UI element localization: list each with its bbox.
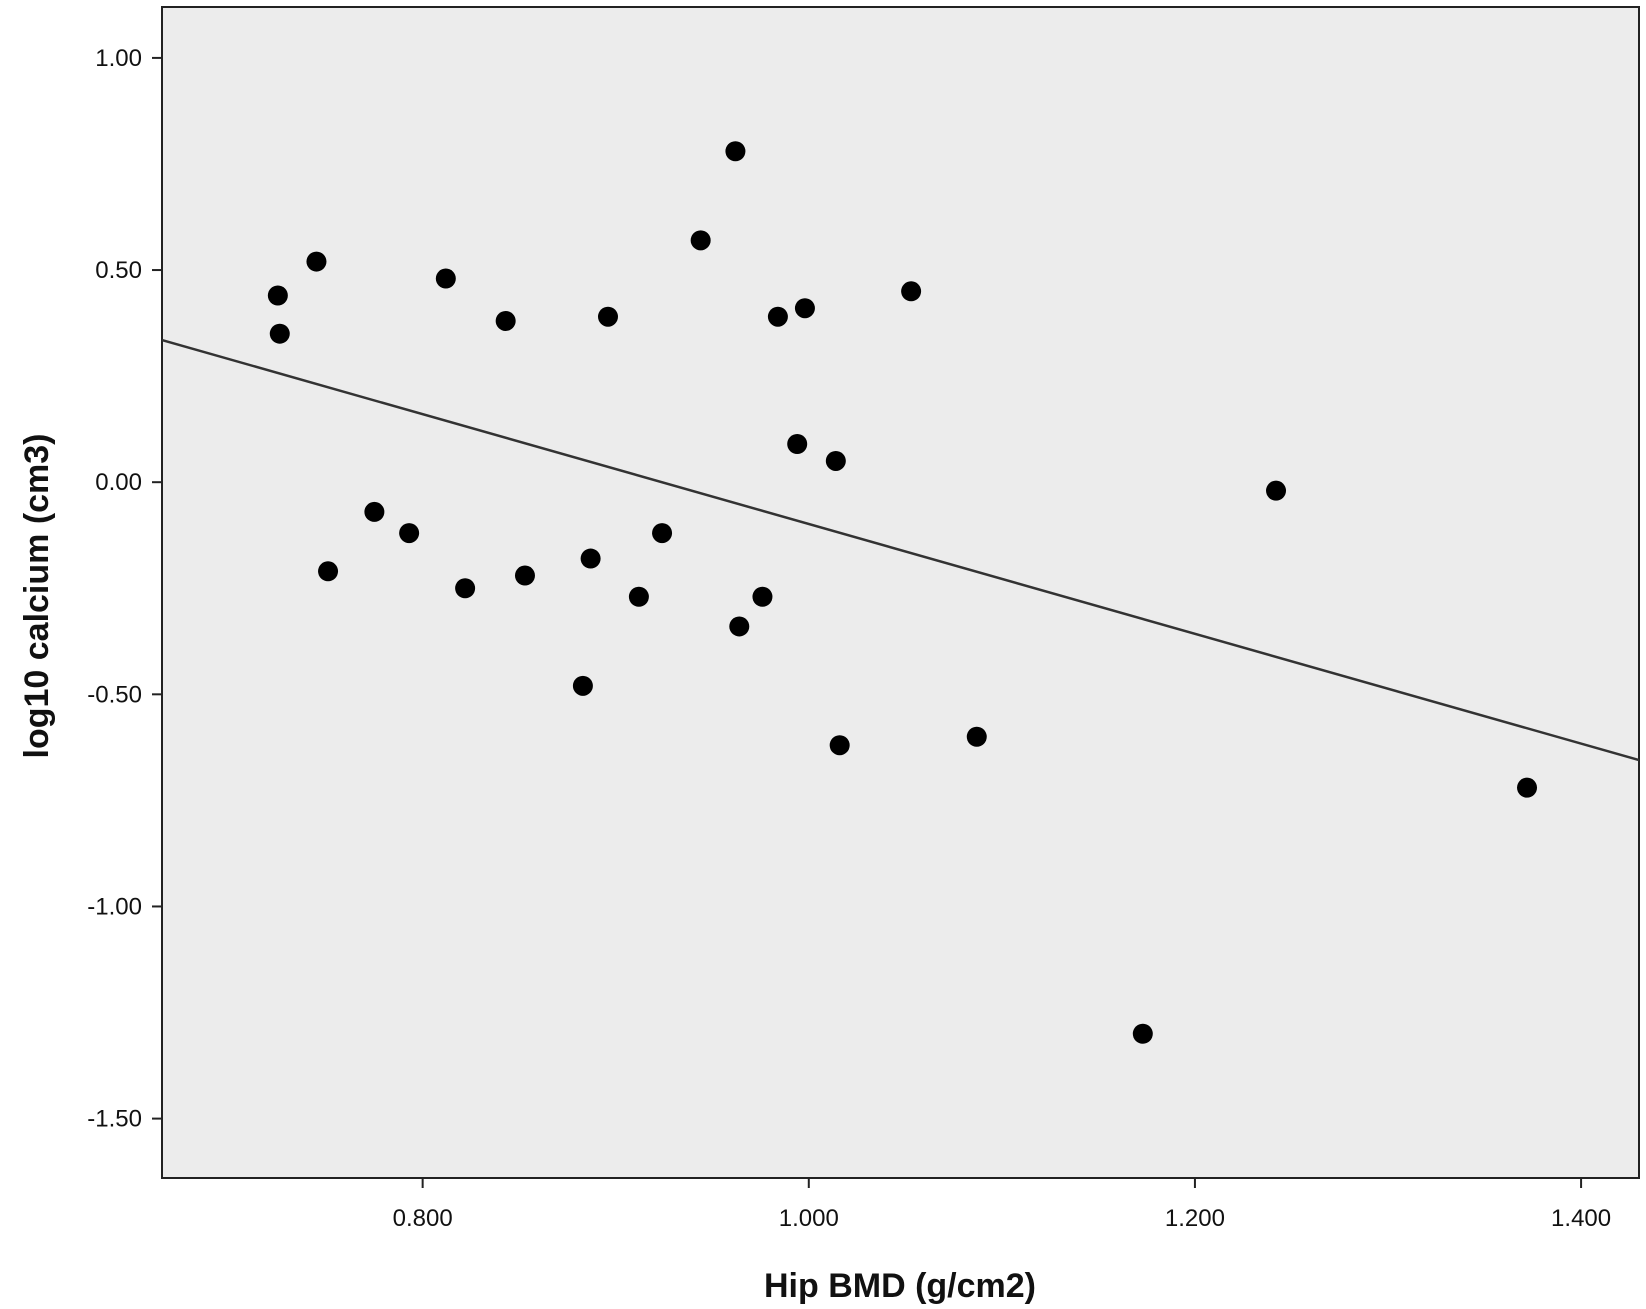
data-point xyxy=(628,586,649,607)
data-point xyxy=(455,578,476,599)
data-point xyxy=(794,298,815,319)
data-point xyxy=(306,251,327,272)
y-tick-label: -1.50 xyxy=(87,1106,142,1133)
data-point xyxy=(1517,777,1538,798)
data-point xyxy=(435,268,456,289)
data-point xyxy=(787,434,808,455)
data-point xyxy=(399,523,420,544)
data-point xyxy=(495,310,516,331)
data-point xyxy=(318,561,339,582)
data-point xyxy=(829,735,850,756)
data-point xyxy=(1132,1023,1153,1044)
x-axis-title: Hip BMD (g/cm2) xyxy=(764,1267,1036,1305)
data-point xyxy=(269,323,290,344)
y-tick-label: -1.00 xyxy=(87,893,142,920)
y-tick-label: 1.00 xyxy=(95,45,142,72)
data-point xyxy=(514,565,535,586)
y-tick-label: -0.50 xyxy=(87,681,142,708)
data-point xyxy=(729,616,750,637)
data-point xyxy=(825,450,846,471)
data-point xyxy=(572,675,593,696)
regression-line xyxy=(161,338,1640,762)
y-tick-label: 0.50 xyxy=(95,257,142,284)
x-axis: 0.800 1.000 1.200 1.400 xyxy=(393,1178,1611,1232)
data-point xyxy=(652,523,673,544)
x-tick-label: 1.400 xyxy=(1551,1205,1611,1232)
x-tick-label: 0.800 xyxy=(393,1205,453,1232)
y-axis-title: log10 calcium (cm3) xyxy=(18,433,56,758)
regression-line-group xyxy=(161,338,1640,762)
data-point xyxy=(597,306,618,327)
data-point xyxy=(267,285,288,306)
plot-area xyxy=(161,6,1640,1179)
y-tick-label: 0.00 xyxy=(95,469,142,496)
data-point xyxy=(690,230,711,251)
data-point xyxy=(966,726,987,747)
data-point xyxy=(752,586,773,607)
data-point xyxy=(580,548,601,569)
data-point xyxy=(725,141,746,162)
data-point xyxy=(1266,480,1287,501)
data-points xyxy=(267,141,1538,1044)
y-axis: 1.00 0.50 0.00 -0.50 -1.00 -1.50 xyxy=(87,45,162,1133)
data-point xyxy=(364,501,385,522)
data-point xyxy=(901,281,922,302)
data-point xyxy=(767,306,788,327)
x-tick-label: 1.000 xyxy=(779,1205,839,1232)
x-tick-label: 1.200 xyxy=(1165,1205,1225,1232)
